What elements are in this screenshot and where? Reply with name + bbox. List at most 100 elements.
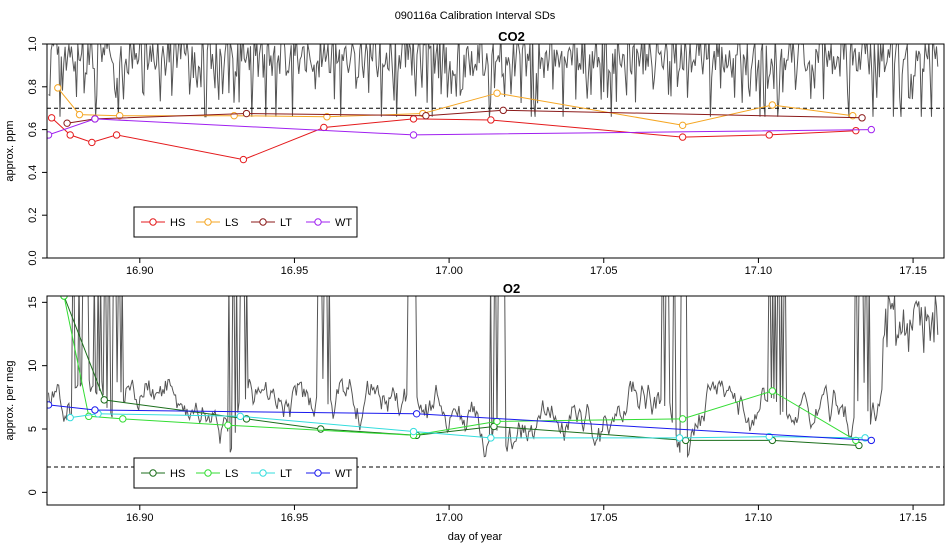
panel-title: CO2	[498, 29, 525, 44]
data-point	[487, 434, 495, 442]
legend-label: HS	[170, 217, 185, 229]
data-point	[320, 123, 328, 132]
data-point	[66, 131, 74, 139]
legend-marker	[259, 218, 267, 226]
y-tick-label: 0.2	[27, 208, 39, 223]
panel-title: O2	[503, 281, 520, 296]
data-point	[317, 425, 325, 433]
data-point	[63, 119, 71, 127]
x-tick-label: 17.05	[590, 265, 618, 277]
legend-label: HS	[170, 468, 185, 480]
series-line-lt	[70, 413, 866, 439]
data-point	[493, 89, 501, 97]
figure-title: 090116a Calibration Interval SDs	[395, 10, 556, 22]
data-point	[493, 417, 501, 426]
x-tick-label: 17.00	[435, 265, 463, 277]
data-point	[115, 111, 124, 120]
y-tick-label: 10	[27, 360, 39, 372]
data-point	[66, 413, 74, 422]
y-tick-label: 1.0	[27, 36, 39, 51]
data-point	[54, 84, 62, 92]
data-point	[858, 114, 866, 122]
series-hs	[47, 114, 860, 164]
y-tick-label: 0.8	[27, 79, 39, 94]
data-point	[85, 412, 93, 421]
x-tick-label: 16.90	[126, 265, 154, 277]
x-tick-label: 17.15	[899, 512, 927, 524]
x-tick-label: 16.95	[281, 265, 309, 277]
data-point	[678, 121, 687, 130]
y-tick-label: 15	[27, 296, 39, 308]
data-point	[499, 106, 507, 115]
legend-marker	[259, 469, 267, 477]
series-ls	[54, 84, 857, 130]
y-tick-label: 0.4	[27, 165, 39, 180]
legend-marker	[204, 218, 212, 226]
series-line-lt	[67, 109, 863, 124]
data-point	[765, 131, 773, 139]
series-wt	[47, 115, 876, 139]
data-point	[422, 111, 430, 120]
y-tick-label: 0.6	[27, 122, 39, 137]
legend-marker	[149, 469, 157, 477]
y-tick-label: 0	[27, 489, 39, 495]
data-point	[768, 387, 777, 395]
data-point	[409, 115, 418, 123]
legend-marker	[149, 218, 157, 226]
legend-label: WT	[335, 217, 352, 229]
y-axis-label: approx. ppm	[4, 120, 16, 181]
data-point	[852, 436, 860, 445]
y-tick-label: 0.0	[27, 250, 39, 265]
legend-label: LS	[225, 217, 238, 229]
legend-marker	[204, 469, 212, 477]
y-tick-label: 5	[27, 426, 39, 432]
series-lt	[66, 410, 869, 442]
legend-marker	[314, 469, 322, 477]
data-point	[112, 131, 121, 139]
data-point	[239, 155, 248, 164]
series-hs	[60, 296, 863, 450]
x-tick-label: 17.05	[590, 512, 618, 524]
data-point	[47, 401, 53, 409]
data-point	[867, 125, 876, 134]
data-point	[323, 113, 331, 121]
legend: HS LS LT WT	[133, 457, 358, 489]
data-point	[119, 415, 127, 423]
o2-panel: 0 5 10 15 16.90 16.95 17.00 17.05 17.10 17.15 appr…	[4, 281, 945, 524]
x-axis-label: day of year	[448, 531, 503, 543]
series-line-hs	[51, 117, 856, 161]
data-point	[409, 427, 418, 436]
data-point	[768, 101, 777, 109]
data-point	[409, 131, 418, 139]
data-point	[682, 436, 690, 445]
data-point	[60, 296, 68, 300]
legend-label: WT	[335, 468, 352, 480]
x-tick-label: 17.10	[745, 512, 773, 524]
series-line-wt	[48, 118, 872, 136]
data-point	[224, 421, 232, 429]
data-point	[242, 109, 251, 118]
x-tick-label: 16.90	[126, 512, 154, 524]
series-line-hs	[63, 296, 859, 446]
plot-frame	[46, 295, 945, 506]
data-point	[91, 406, 99, 414]
plot-frame	[46, 43, 945, 259]
series-line-wt	[48, 404, 872, 441]
data-point	[47, 114, 56, 122]
data-point	[88, 138, 96, 147]
data-point	[678, 415, 687, 423]
data-point	[487, 116, 495, 124]
data-point	[47, 131, 53, 139]
legend-marker	[314, 218, 322, 226]
data-point	[867, 436, 876, 445]
instrument-trace	[48, 44, 939, 118]
data-point	[75, 110, 84, 119]
data-point	[100, 396, 108, 404]
co2-panel: 0.0 0.2 0.4 0.6 0.8 1.0 16.90 16.95 17.00 17.05 17…	[4, 29, 945, 277]
data-point	[236, 412, 245, 421]
data-point	[412, 410, 421, 418]
data-point	[91, 115, 99, 123]
legend: HS LS LT WT	[133, 206, 358, 238]
x-tick-label: 17.15	[899, 265, 927, 277]
